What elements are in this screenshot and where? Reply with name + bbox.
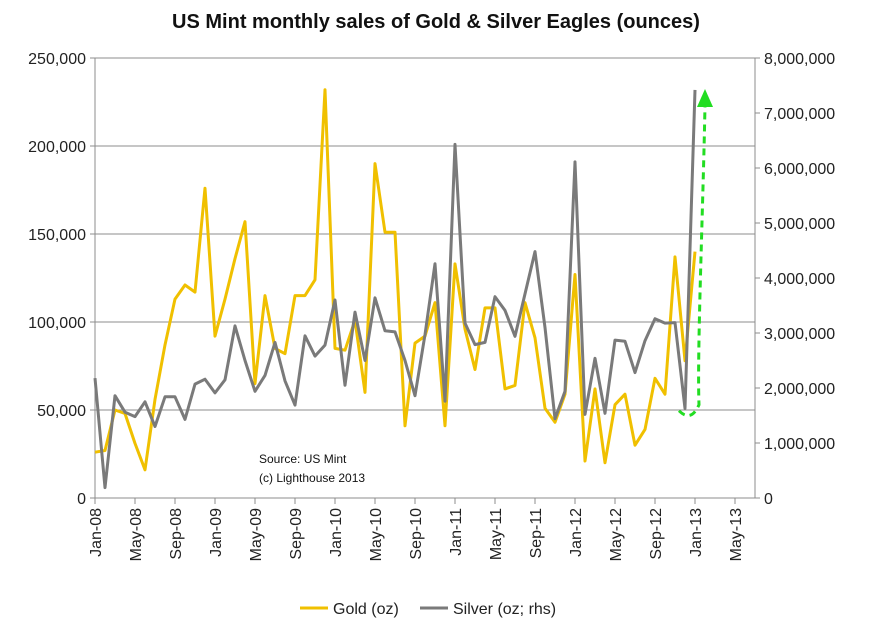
series-layer: [93, 88, 697, 490]
x-tick-label: May-08: [128, 508, 145, 561]
x-tick-label: Jan-12: [568, 508, 585, 557]
x-tick-label: Jan-11: [448, 508, 465, 556]
x-tick-label: Jan-10: [328, 508, 345, 557]
projection-arrowhead: [697, 89, 713, 107]
x-tick-label: Sep-10: [408, 508, 425, 560]
legend-label-gold: Gold (oz): [333, 601, 399, 618]
x-tick-label: Jan-13: [688, 508, 705, 557]
x-tick-label: May-11: [488, 508, 505, 560]
y-right-tick-label: 5,000,000: [764, 216, 835, 233]
legend-label-silver: Silver (oz; rhs): [453, 601, 556, 618]
x-tick-label: Sep-09: [288, 508, 305, 560]
y-right-tick-label: 0: [764, 491, 773, 508]
y-left-tick-label: 200,000: [28, 139, 86, 156]
x-tick-label: Sep-08: [168, 508, 185, 560]
axis-layer: 0 50,000 100,000 150,000 200,000 250,000 0 1,00…: [28, 51, 835, 561]
x-tick-label: Sep-12: [648, 508, 665, 560]
y-right-tick-label: 3,000,000: [764, 326, 835, 343]
x-tick-label: Jan-08: [88, 508, 105, 557]
projection-line: [677, 104, 707, 418]
x-tick-label: May-10: [368, 508, 385, 561]
y-right-tick-label: 2,000,000: [764, 381, 835, 398]
y-left-tick-label: 250,000: [28, 51, 86, 68]
legend: Gold (oz) Silver (oz; rhs): [300, 601, 556, 618]
grid-layer: [95, 57, 755, 411]
x-tick-label: Sep-11: [528, 508, 545, 559]
y-right-tick-label: 1,000,000: [764, 436, 835, 453]
copyright-note: (c) Lighthouse 2013: [259, 471, 365, 485]
projection-layer: [677, 89, 713, 418]
y-left-tick-label: 50,000: [37, 403, 86, 420]
y-left-tick-label: 0: [77, 491, 86, 508]
series-line-silver: [93, 89, 697, 490]
x-tick-label: May-09: [248, 508, 265, 561]
chart-title: US Mint monthly sales of Gold & Silver E…: [172, 11, 700, 33]
series-line-gold: [94, 88, 697, 472]
y-right-tick-label: 4,000,000: [764, 271, 835, 288]
y-right-tick-label: 6,000,000: [764, 161, 835, 178]
y-left-tick-label: 150,000: [28, 227, 86, 244]
x-tick-label: Jan-09: [208, 508, 225, 557]
y-right-tick-label: 8,000,000: [764, 51, 835, 68]
x-tick-label: May-13: [728, 508, 745, 561]
y-right-tick-label: 7,000,000: [764, 106, 835, 123]
y-left-tick-label: 100,000: [28, 315, 86, 332]
source-note: Source: US Mint: [259, 452, 347, 466]
x-tick-label: May-12: [608, 508, 625, 561]
